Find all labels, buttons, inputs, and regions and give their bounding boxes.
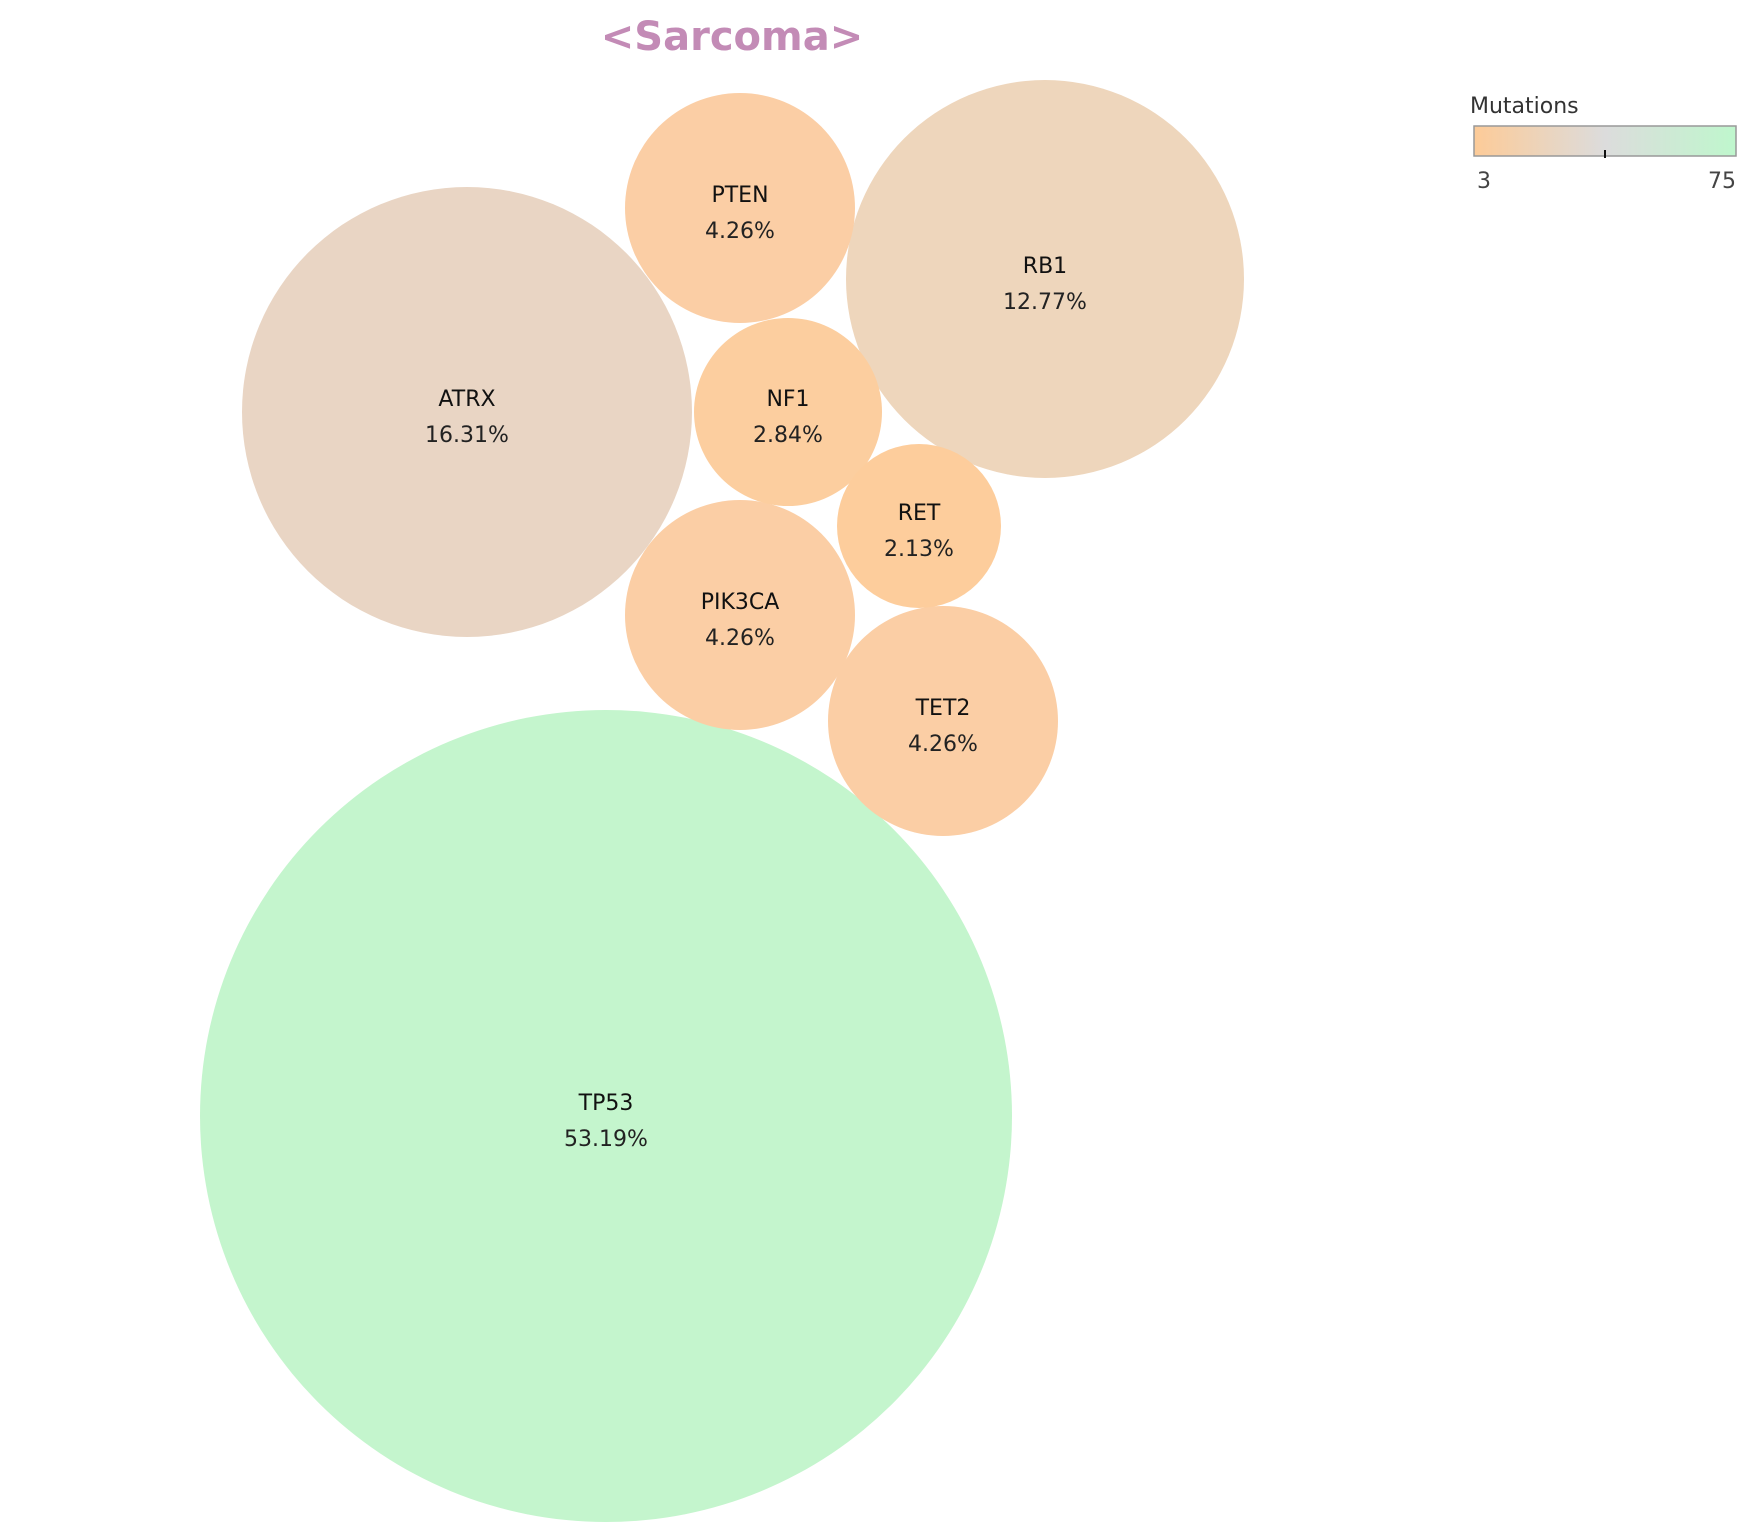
bubble-label-ret: RET (898, 501, 941, 526)
bubble-tp53: TP53 53.19% (200, 710, 1012, 1522)
bubble-percent-nf1: 2.84% (753, 423, 823, 448)
bubble-circle-ret (837, 444, 1001, 608)
bubble-percent-rb1: 12.77% (1003, 290, 1087, 315)
bubble-percent-atrx: 16.31% (425, 423, 509, 448)
bubble-circle-tet2 (828, 606, 1058, 836)
bubble-label-nf1: NF1 (766, 387, 809, 412)
bubble-pik3ca: PIK3CA 4.26% (625, 500, 855, 730)
bubble-nf1: NF1 2.84% (694, 318, 882, 506)
bubbles-layer: TP5353.19%ATRX16.31%RB112.77%PTEN4.26%PI… (200, 80, 1244, 1522)
bubble-percent-tp53: 53.19% (564, 1127, 648, 1152)
bubble-rb1: RB1 12.77% (846, 80, 1244, 478)
bubble-atrx: ATRX 16.31% (242, 187, 692, 637)
bubble-ret: RET 2.13% (837, 444, 1001, 608)
bubble-circle-tp53 (200, 710, 1012, 1522)
chart-title: <Sarcoma> (601, 14, 863, 60)
bubble-circle-nf1 (694, 318, 882, 506)
bubble-percent-pik3ca: 4.26% (705, 626, 775, 651)
bubble-pten: PTEN 4.26% (625, 93, 855, 323)
bubble-percent-ret: 2.13% (884, 537, 954, 562)
bubble-percent-tet2: 4.26% (908, 732, 978, 757)
bubble-tet2: TET2 4.26% (828, 606, 1058, 836)
bubble-circle-pik3ca (625, 500, 855, 730)
colorbar-max-label: 75 (1708, 169, 1736, 194)
bubble-label-rb1: RB1 (1023, 254, 1067, 279)
bubble-label-tp53: TP53 (578, 1091, 634, 1116)
bubble-circle-atrx (242, 187, 692, 637)
colorbar-min-label: 3 (1477, 169, 1491, 194)
colorbar-legend: Mutations 3 75 (1470, 94, 1737, 194)
bubble-label-pten: PTEN (711, 183, 768, 208)
bubble-label-pik3ca: PIK3CA (701, 590, 780, 615)
bubble-circle-rb1 (846, 80, 1244, 478)
colorbar-title: Mutations (1470, 94, 1579, 119)
bubble-circle-pten (625, 93, 855, 323)
bubble-label-tet2: TET2 (915, 696, 971, 721)
bubble-percent-pten: 4.26% (705, 219, 775, 244)
bubble-label-atrx: ATRX (438, 387, 495, 412)
